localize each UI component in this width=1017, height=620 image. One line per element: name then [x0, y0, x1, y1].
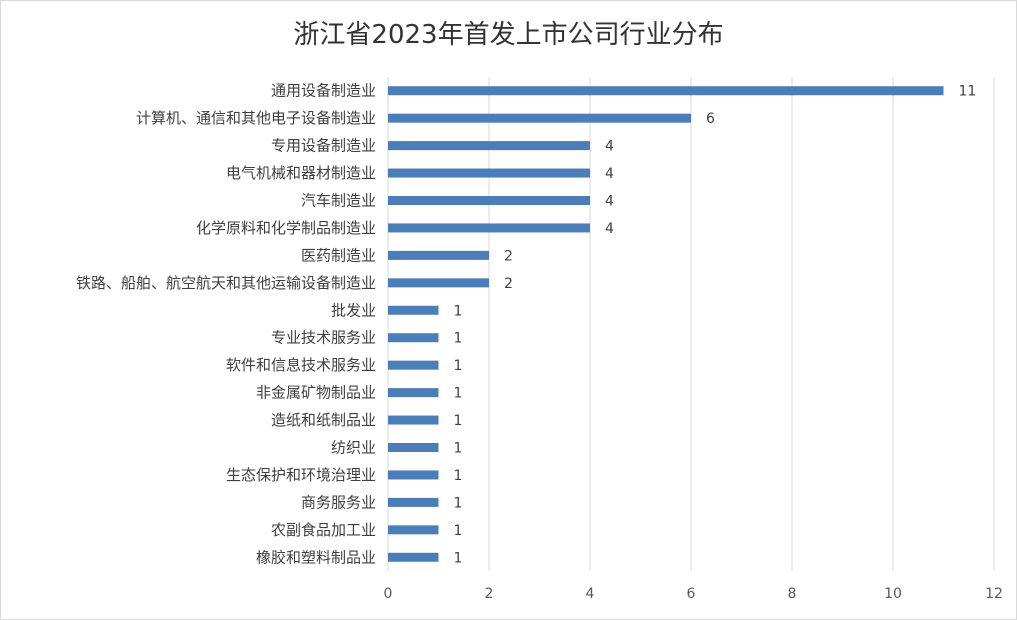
- data-label: 1: [454, 523, 463, 539]
- category-label: 批发业: [331, 301, 376, 319]
- x-tick-label: 0: [384, 586, 393, 602]
- x-tick-label: 2: [485, 586, 494, 602]
- bar-8: [388, 305, 439, 315]
- data-label: 1: [454, 468, 463, 484]
- bar-1: [388, 113, 691, 123]
- bar-9: [388, 333, 439, 343]
- category-label: 商务服务业: [301, 493, 376, 511]
- bar-17: [388, 552, 439, 562]
- data-label: 1: [454, 413, 463, 429]
- bar-7: [388, 278, 489, 288]
- data-label: 1: [454, 331, 463, 347]
- data-label: 1: [454, 550, 463, 566]
- bar-0: [388, 86, 944, 96]
- data-label: 2: [504, 248, 513, 264]
- category-label: 纺织业: [331, 439, 376, 457]
- x-tick-label: 6: [687, 586, 696, 602]
- category-label: 电气机械和器材制造业: [226, 164, 376, 182]
- category-label: 医药制造业: [301, 246, 376, 264]
- data-label: 1: [454, 358, 463, 374]
- bar-5: [388, 223, 590, 233]
- category-label: 生态保护和环境治理业: [226, 466, 376, 484]
- x-tick-label: 4: [586, 586, 595, 602]
- bar-15: [388, 497, 439, 507]
- data-label: 1: [454, 303, 463, 319]
- bar-11: [388, 388, 439, 398]
- bar-6: [388, 250, 489, 260]
- category-labels: 通用设备制造业计算机、通信和其他电子设备制造业专用设备制造业电气机械和器材制造业…: [76, 82, 376, 567]
- data-label: 4: [605, 221, 614, 237]
- bar-10: [388, 360, 439, 370]
- category-label: 计算机、通信和其他电子设备制造业: [136, 109, 376, 127]
- gridlines: [387, 77, 995, 571]
- category-label: 汽车制造业: [301, 192, 376, 210]
- chart-title: 浙江省2023年首发上市公司行业分布: [293, 20, 724, 50]
- bar-12: [388, 415, 439, 425]
- category-label: 铁路、船舶、航空航天和其他运输设备制造业: [76, 274, 376, 292]
- data-label: 4: [605, 139, 614, 155]
- bar-2: [388, 141, 590, 151]
- bar-3: [388, 168, 590, 178]
- data-label: 1: [454, 386, 463, 402]
- category-label: 专业技术服务业: [271, 329, 376, 347]
- x-tick-label: 10: [884, 586, 902, 602]
- category-label: 橡胶和塑料制品业: [256, 548, 376, 566]
- category-label: 专用设备制造业: [271, 137, 376, 155]
- x-tick-label: 8: [788, 586, 797, 602]
- category-label: 软件和信息技术服务业: [226, 356, 376, 374]
- x-tick-labels: 0 2 4 6 8 10 12: [384, 586, 1003, 602]
- category-label: 造纸和纸制品业: [271, 411, 376, 429]
- data-label: 11: [959, 84, 977, 100]
- bars: [388, 86, 944, 562]
- category-label: 农副食品加工业: [271, 521, 376, 539]
- bar-16: [388, 525, 439, 535]
- data-label: 2: [504, 276, 513, 292]
- data-label: 1: [454, 495, 463, 511]
- data-label: 4: [605, 166, 614, 182]
- category-label: 化学原料和化学制品制造业: [196, 219, 376, 237]
- data-label: 4: [605, 194, 614, 210]
- bar-14: [388, 470, 439, 480]
- category-label: 非金属矿物制品业: [256, 384, 376, 402]
- category-label: 通用设备制造业: [271, 82, 376, 100]
- x-tick-label: 12: [985, 586, 1003, 602]
- data-label: 6: [706, 111, 715, 127]
- data-label: 1: [454, 441, 463, 457]
- bar-13: [388, 443, 439, 452]
- bar-4: [388, 196, 590, 205]
